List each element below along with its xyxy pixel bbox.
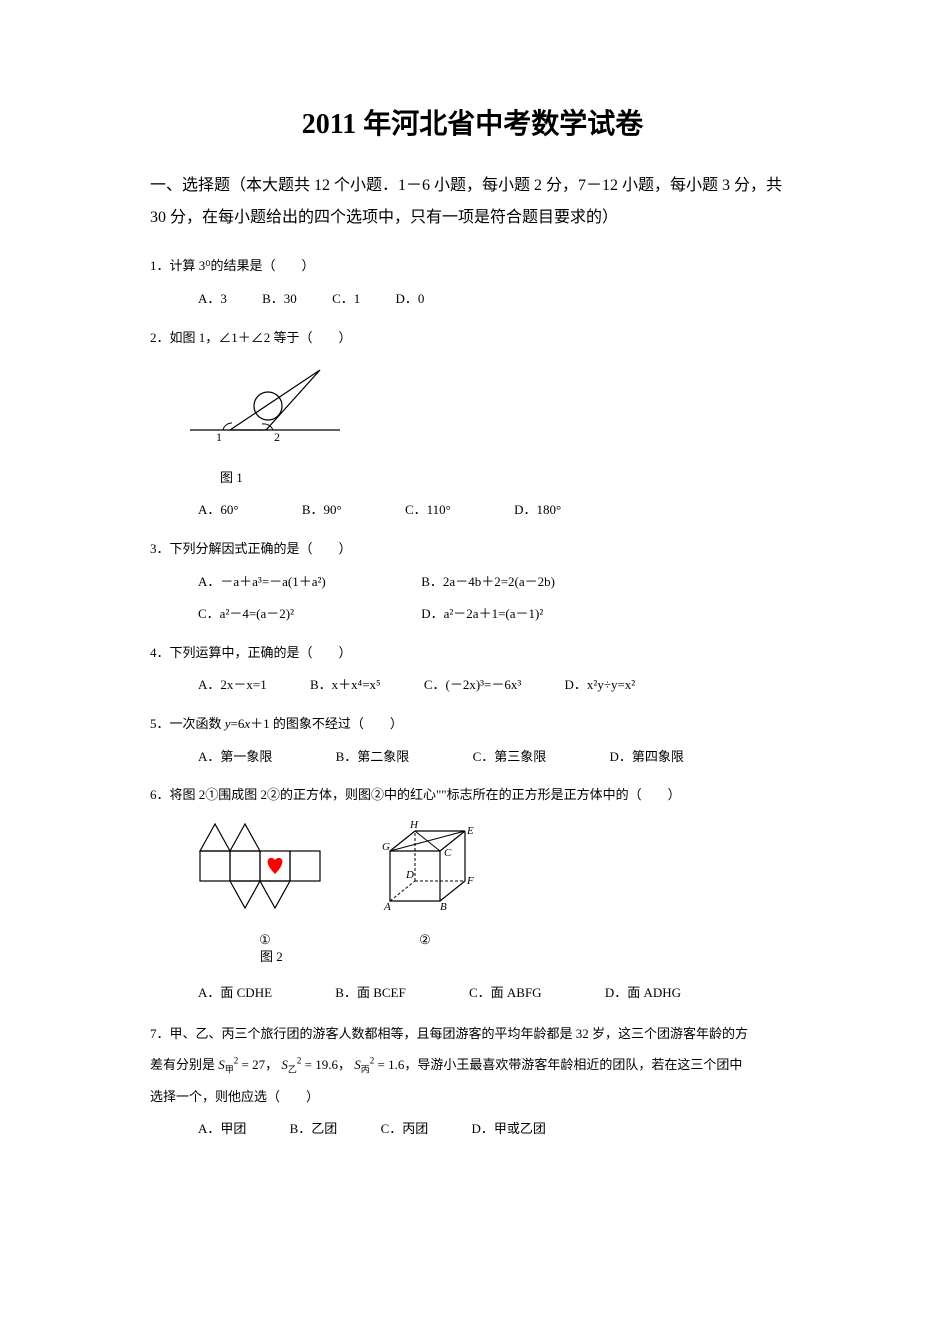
q2-fig-caption: 图 1 [220,464,795,493]
q6-opt-c: C．面 ABFG [469,979,542,1008]
svg-text:H: H [409,819,419,831]
q7-sep1: ， [265,1057,278,1072]
svg-text:F: F [466,875,474,887]
q7-s-yi-val: = 19.6 [301,1057,338,1072]
q7-s-jia-sub: 甲 [225,1065,234,1075]
q4-opt-c: C．(－2x)³=－6x³ [424,671,521,700]
q6-fig-caption: 图 2 [260,943,795,972]
q4-text: 4．下列运算中，正确的是（ ） [150,639,795,668]
q7-s-bing-val: = 1.6 [374,1057,404,1072]
q1-opt-a: A．3 [198,285,227,314]
q7-s-yi-sub: 乙 [288,1065,297,1075]
q2-options: A．60° B．90° C．110° D．180° [150,496,795,525]
q5-opt-d: D．第四象限 [609,743,683,772]
q7-l2-prefix: 差有分别是 [150,1057,218,1072]
q2-text: 2．如图 1，∠1＋∠2 等于（ ） [150,324,795,353]
q7-l2-suffix: ，导游小王最喜欢带游客年龄相近的团队，若在这三个团中 [404,1057,742,1072]
q7-line1: 7．甲、乙、丙三个旅行团的游客人数都相等，且每团游客的平均年龄都是 32 岁，这… [150,1026,748,1041]
q6-opt-d: D．面 ADHG [605,979,681,1008]
cube-icon: A B C D E F G H [370,816,480,916]
q2-opt-b: B．90° [302,496,342,525]
q5-prefix: 5．一次函数 [150,716,225,731]
q7-opt-c: C．丙团 [381,1113,429,1144]
question-1: 1．计算 3⁰的结果是（ ） A．3 B．30 C．1 D．0 [150,252,795,313]
q5-options: A．第一象限 B．第二象限 C．第三象限 D．第四象限 [150,743,795,772]
q1-options: A．3 B．30 C．1 D．0 [150,285,795,314]
section-heading: 一、选择题（本大题共 12 个小题．1－6 小题，每小题 2 分，7－12 小题… [150,170,795,234]
q5-eq: =6 [231,716,245,731]
angle-1-label: 1 [216,430,222,444]
q3-text: 3．下列分解因式正确的是（ ） [150,535,795,564]
q6-opt-a: A．面 CDHE [198,979,272,1008]
q5-opt-c: C．第三象限 [473,743,547,772]
q3-options: A．－a＋a³=－a(1＋a²) B．2a－4b＋2=2(a－2b) C．a²－… [150,568,795,629]
q2-figure: 1 2 图 1 [190,358,795,492]
q5-opt-a: A．第一象限 [198,743,272,772]
svg-text:D: D [405,869,414,881]
svg-text:A: A [383,901,391,913]
angle-2-label: 2 [274,430,280,444]
q3-opt-b: B．2a－4b＋2=2(a－2b) [421,568,641,597]
question-5: 5．一次函数 y=6x＋1 的图象不经过（ ） A．第一象限 B．第二象限 C．… [150,710,795,771]
q6-label-2: ② [370,926,480,955]
q1-text: 1．计算 3⁰的结果是（ ） [150,252,795,281]
q1-opt-d: D．0 [395,285,424,314]
q4-opt-a: A．2x－x=1 [198,671,267,700]
q2-opt-d: D．180° [514,496,561,525]
question-3: 3．下列分解因式正确的是（ ） A．－a＋a³=－a(1＋a²) B．2a－4b… [150,535,795,629]
svg-text:E: E [466,825,474,837]
q7-opt-d: D．甲或乙团 [471,1113,545,1144]
cube-net-icon [190,816,340,916]
q2-opt-c: C．110° [405,496,451,525]
question-4: 4．下列运算中，正确的是（ ） A．2x－x=1 B．x＋x⁴=x⁵ C．(－2… [150,639,795,700]
q6-figure: ① A B C D E F [190,816,795,955]
q7-opt-b: B．乙团 [290,1113,338,1144]
q3-opt-c: C．a²－4=(a－2)² [198,600,418,629]
q7-sep2: ， [338,1057,351,1072]
q5-opt-b: B．第二象限 [336,743,410,772]
q3-opt-a: A．－a＋a³=－a(1＋a²) [198,568,418,597]
q7-line3: 选择一个，则他应选（ ） [150,1089,319,1104]
document-title: 2011 年河北省中考数学试卷 [150,100,795,150]
q7-opt-a: A．甲团 [198,1113,246,1144]
q7-s-jia-val: = 27 [238,1057,265,1072]
q6-opt-b: B．面 BCEF [335,979,405,1008]
q2-opt-a: A．60° [198,496,239,525]
svg-text:C: C [444,847,452,859]
svg-text:G: G [382,841,390,853]
q3-opt-d: D．a²－2a＋1=(a－1)² [421,600,641,629]
question-2: 2．如图 1，∠1＋∠2 等于（ ） 1 2 图 1 A．60° B．90° C… [150,324,795,525]
question-7: 7．甲、乙、丙三个旅行团的游客人数都相等，且每团游客的平均年龄都是 32 岁，这… [150,1018,795,1144]
q7-line2: 差有分别是 S甲2 = 27， S乙2 = 19.6， S丙2 = 1.6，导游… [150,1057,742,1072]
q7-s-bing-sub: 丙 [361,1065,370,1075]
q4-opt-d: D．x²y÷y=x² [565,671,636,700]
q1-opt-c: C．1 [332,285,360,314]
q6-net-wrapper: ① [190,816,340,955]
q4-options: A．2x－x=1 B．x＋x⁴=x⁵ C．(－2x)³=－6x³ D．x²y÷y… [150,671,795,700]
triangle-diagram-icon: 1 2 [190,358,340,453]
question-6: 6．将图 2①围成图 2②的正方体，则图②中的红心""标志所在的正方形是正方体中… [150,781,795,1008]
q5-suffix: ＋1 的图象不经过（ ） [250,716,403,731]
q1-opt-b: B．30 [262,285,297,314]
svg-text:B: B [440,901,447,913]
q6-cube-wrapper: A B C D E F G H ② [370,816,480,955]
q7-options: A．甲团 B．乙团 C．丙团 D．甲或乙团 [150,1113,795,1144]
q5-text: 5．一次函数 y=6x＋1 的图象不经过（ ） [150,710,795,739]
q4-opt-b: B．x＋x⁴=x⁵ [310,671,381,700]
q6-text: 6．将图 2①围成图 2②的正方体，则图②中的红心""标志所在的正方形是正方体中… [150,781,795,810]
q6-options: A．面 CDHE B．面 BCEF C．面 ABFG D．面 ADHG [150,979,795,1008]
